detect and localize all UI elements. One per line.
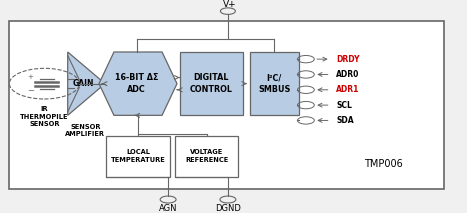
Text: IR
THERMOPILE
SENSOR: IR THERMOPILE SENSOR: [20, 106, 69, 127]
Text: AGN: AGN: [159, 204, 177, 213]
Text: GAIN: GAIN: [72, 79, 94, 88]
Text: +: +: [28, 73, 33, 79]
Bar: [175, 136, 238, 177]
Text: DRDY: DRDY: [336, 55, 360, 64]
Bar: [106, 136, 170, 177]
Bar: [250, 52, 299, 115]
Bar: [9, 21, 444, 189]
Text: VOLTAGE
REFERENCE: VOLTAGE REFERENCE: [185, 150, 228, 163]
Bar: [180, 52, 243, 115]
Text: TMP006: TMP006: [364, 159, 402, 169]
Text: LOCAL
TEMPERATURE: LOCAL TEMPERATURE: [111, 150, 165, 163]
Text: ADR1: ADR1: [336, 85, 360, 94]
Text: SCL: SCL: [336, 101, 352, 110]
Text: DGND: DGND: [215, 204, 241, 213]
Polygon shape: [99, 52, 177, 115]
Text: SENSOR
AMPLIFIER: SENSOR AMPLIFIER: [65, 124, 106, 137]
Text: DIGITAL
CONTROL: DIGITAL CONTROL: [190, 73, 233, 94]
Text: 16-BIT ΔΣ
ADC: 16-BIT ΔΣ ADC: [115, 73, 158, 94]
Polygon shape: [68, 52, 105, 115]
Text: I²C/
SMBUS: I²C/ SMBUS: [258, 73, 290, 94]
Text: V+: V+: [223, 0, 237, 9]
Text: −: −: [27, 86, 34, 95]
Text: SDA: SDA: [336, 116, 354, 125]
Text: ADR0: ADR0: [336, 70, 360, 79]
